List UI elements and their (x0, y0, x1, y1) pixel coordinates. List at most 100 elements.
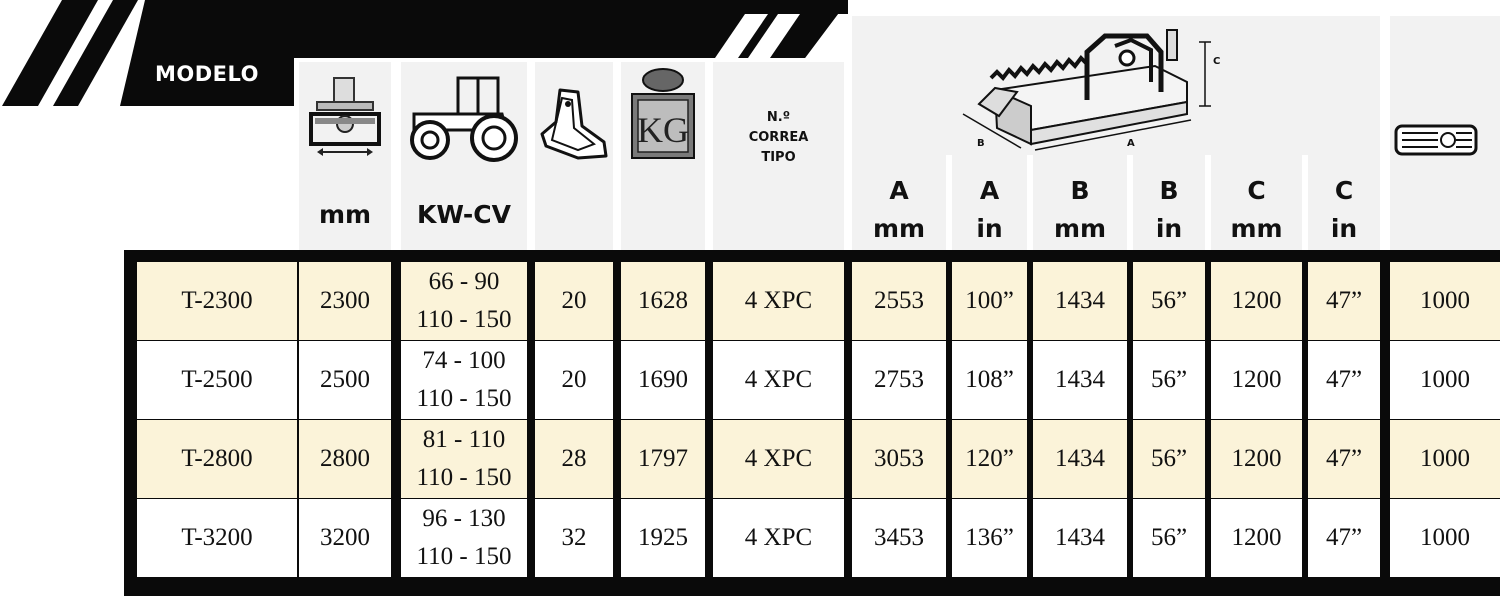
unit-suffix: in (1155, 214, 1183, 243)
unit-suffix: mm (1053, 214, 1107, 243)
table-cell-b-in: 56” (1133, 341, 1205, 419)
table-cell-power: 66 - 90 110 - 150 (401, 262, 527, 340)
table-cell-a-mm: 3053 (852, 420, 946, 498)
table-cell-a-in: 100” (952, 262, 1027, 340)
table-cell-a-in: 136” (952, 499, 1027, 577)
table-cell-mm: 2300 (299, 262, 391, 340)
table-cell-correa: 4 XPC (713, 262, 844, 340)
table-cell-c-in: 47” (1308, 420, 1380, 498)
header-divider (1205, 155, 1211, 250)
table-cell-mm: 3200 (299, 499, 391, 577)
table-cell-modelo: T-3200 (137, 499, 297, 577)
table-cell-correa: 4 XPC (713, 420, 844, 498)
correa-header-line: TIPO (761, 150, 796, 165)
working-width-icon (309, 77, 381, 156)
kg-label: KG (637, 110, 689, 150)
header-divider (946, 155, 952, 250)
header-divider (1027, 155, 1033, 250)
table-cell-kg: 1690 (621, 341, 705, 419)
table-cell-a-mm: 3453 (852, 499, 946, 577)
table-cell-a-in: 120” (952, 420, 1027, 498)
table-cell-correa: 4 XPC (713, 341, 844, 419)
unit-letter: B (1070, 176, 1090, 205)
unit-letter: B (1159, 176, 1179, 205)
correa-header-line: CORREA (748, 130, 809, 145)
table-cell-c-mm: 1200 (1211, 420, 1302, 498)
table-cell-modelo: T-2500 (137, 341, 297, 419)
table-cell-b-mm: 1434 (1033, 499, 1127, 577)
power-cv: 110 - 150 (416, 306, 512, 333)
header-band (2, 0, 848, 106)
unit-letter: A (979, 176, 1000, 205)
correa-header: N.º CORREA TIPO (713, 108, 844, 168)
power-kw: 74 - 100 (422, 347, 506, 374)
header-divider (1127, 155, 1133, 250)
power-cv: 110 - 150 (416, 543, 512, 570)
table-cell-c-in: 47” (1308, 341, 1380, 419)
correa-header-line: N.º (766, 110, 791, 125)
power-kw: 66 - 90 (428, 268, 500, 295)
power-kw: 96 - 130 (422, 505, 506, 532)
table-cell-pto: 1000 (1390, 341, 1500, 419)
table-cell-blades: 32 (535, 499, 613, 577)
header-divider (1302, 155, 1308, 250)
power-cv: 110 - 150 (416, 464, 512, 491)
table-cell-modelo: T-2300 (137, 262, 297, 340)
table-cell-pto: 1000 (1390, 420, 1500, 498)
unit-suffix: mm (872, 214, 926, 243)
table-cell-mm: 2500 (299, 341, 391, 419)
table-cell-b-in: 56” (1133, 262, 1205, 340)
table-cell-b-mm: 1434 (1033, 420, 1127, 498)
machine-dimensions-icon: C A B (962, 29, 1220, 151)
table-cell-b-in: 56” (1133, 499, 1205, 577)
table-cell-a-in: 108” (952, 341, 1027, 419)
power-kw: 81 - 110 (422, 426, 506, 453)
table-cell-power: 74 - 100 110 - 150 (401, 341, 527, 419)
tractor-icon (410, 76, 518, 162)
modelo-header-label: MODELO (155, 62, 260, 86)
spec-table: T-2300 2300 66 - 90 110 - 150 20 1628 4 XPC 255… (124, 250, 1500, 596)
table-cell-blades: 20 (535, 262, 613, 340)
unit-power: KW-CV (417, 200, 511, 229)
table-cell-c-in: 47” (1308, 262, 1380, 340)
dim-c-label: C (1213, 56, 1220, 67)
table-cell-power: 96 - 130 110 - 150 (401, 499, 527, 577)
unit-a-mm: A mm (852, 172, 946, 248)
table-cell-b-in: 56” (1133, 420, 1205, 498)
unit-letter: A (889, 176, 909, 205)
weight-kg-icon: KG (631, 68, 695, 159)
unit-suffix: in (976, 214, 1003, 243)
table-cell-blades: 28 (535, 420, 613, 498)
table-cell-blades: 20 (535, 341, 613, 419)
power-cv: 110 - 150 (416, 385, 512, 412)
table-cell-pto: 1000 (1390, 499, 1500, 577)
unit-b-mm: B mm (1033, 172, 1127, 248)
table-cell-b-mm: 1434 (1033, 341, 1127, 419)
dim-a-label: A (1127, 138, 1135, 149)
unit-suffix: in (1330, 214, 1358, 243)
unit-c-mm: C mm (1211, 172, 1302, 248)
table-cell-a-mm: 2753 (852, 341, 946, 419)
table-cell-kg: 1797 (621, 420, 705, 498)
table-cell-modelo: T-2800 (137, 420, 297, 498)
table-cell-c-mm: 1200 (1211, 341, 1302, 419)
table-cell-c-mm: 1200 (1211, 262, 1302, 340)
table-cell-kg: 1925 (621, 499, 705, 577)
unit-letter: C (1334, 176, 1354, 205)
table-cell-c-in: 47” (1308, 499, 1380, 577)
unit-suffix: mm (1230, 214, 1283, 243)
dim-b-label: B (977, 138, 985, 149)
blade-icon (540, 88, 608, 160)
pto-shaft-icon (1394, 124, 1478, 156)
header-col-dimensions (852, 16, 1380, 250)
header-col-correa (713, 62, 844, 250)
unit-a-in: A in (952, 172, 1027, 248)
table-cell-b-mm: 1434 (1033, 262, 1127, 340)
table-cell-c-mm: 1200 (1211, 499, 1302, 577)
table-cell-kg: 1628 (621, 262, 705, 340)
unit-b-in: B in (1133, 172, 1205, 248)
table-cell-pto: 1000 (1390, 262, 1500, 340)
unit-c-in: C in (1308, 172, 1380, 248)
unit-letter: C (1247, 176, 1266, 205)
table-cell-power: 81 - 110 110 - 150 (401, 420, 527, 498)
